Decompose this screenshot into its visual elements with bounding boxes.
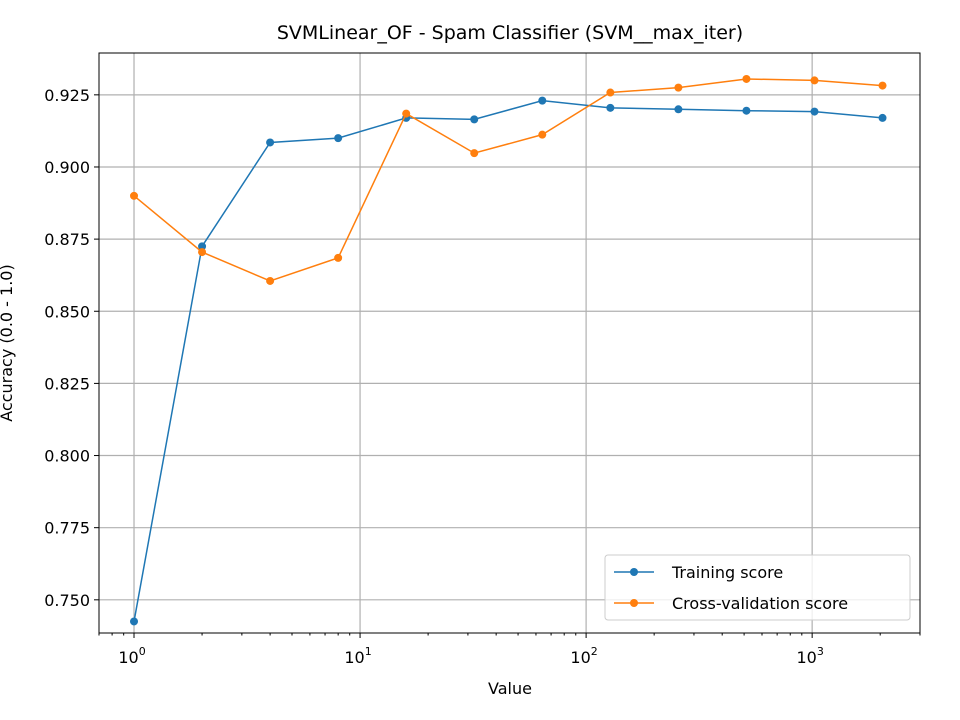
data-point	[266, 276, 275, 285]
series-line	[133, 78, 883, 282]
data-point	[606, 88, 615, 97]
y-tick-label: 0.825	[44, 374, 90, 393]
data-point	[810, 107, 819, 116]
y-tick-label: 0.925	[44, 86, 90, 105]
data-point	[742, 106, 751, 115]
y-tick-label: 0.775	[44, 519, 90, 538]
data-point	[810, 76, 819, 85]
y-tick-label: 0.850	[44, 302, 90, 321]
data-point	[266, 138, 275, 147]
data-point	[606, 103, 615, 112]
data-point	[130, 191, 139, 200]
series-line	[133, 99, 883, 622]
data-point	[198, 242, 207, 251]
data-point	[130, 617, 139, 626]
data-point	[334, 134, 343, 143]
x-tick-label: 103	[796, 645, 823, 667]
data-point	[198, 248, 207, 257]
data-point	[538, 96, 547, 105]
legend-marker	[630, 568, 638, 576]
x-tick-label: 100	[118, 645, 145, 667]
legend-label: Training score	[671, 563, 783, 582]
data-point	[674, 83, 683, 92]
y-tick-label: 0.900	[44, 158, 90, 177]
legend-marker	[630, 599, 638, 607]
y-tick-label: 0.750	[44, 591, 90, 610]
y-tick-label: 0.875	[44, 230, 90, 249]
plot-frame	[98, 52, 921, 634]
axis-ticks: 0.750 0.775 0.800 0.825 0.850 0.875 0.900 0.925…	[44, 86, 921, 667]
data-point	[538, 130, 547, 139]
chart-title: SVMLinear_OF - Spam Classifier (SVM__max…	[277, 22, 743, 44]
x-tick-label: 101	[344, 645, 371, 667]
data-point	[402, 109, 411, 118]
legend-box	[604, 554, 911, 621]
grid	[99, 53, 920, 633]
x-tick-label: 102	[570, 645, 597, 667]
y-tick-label: 0.800	[44, 447, 90, 466]
y-axis-label: Accuracy (0.0 - 1.0)	[0, 264, 16, 421]
legend: Training score Cross-validation score	[604, 554, 911, 621]
legend-label: Cross-validation score	[672, 594, 848, 613]
data-point	[878, 113, 887, 122]
data-point	[470, 149, 479, 158]
data-point	[334, 253, 343, 262]
data-point	[742, 74, 751, 83]
x-axis-label: Value	[488, 679, 532, 698]
data-point	[674, 105, 683, 114]
series-layer	[130, 74, 887, 626]
data-point	[878, 81, 887, 90]
data-point	[470, 115, 479, 124]
